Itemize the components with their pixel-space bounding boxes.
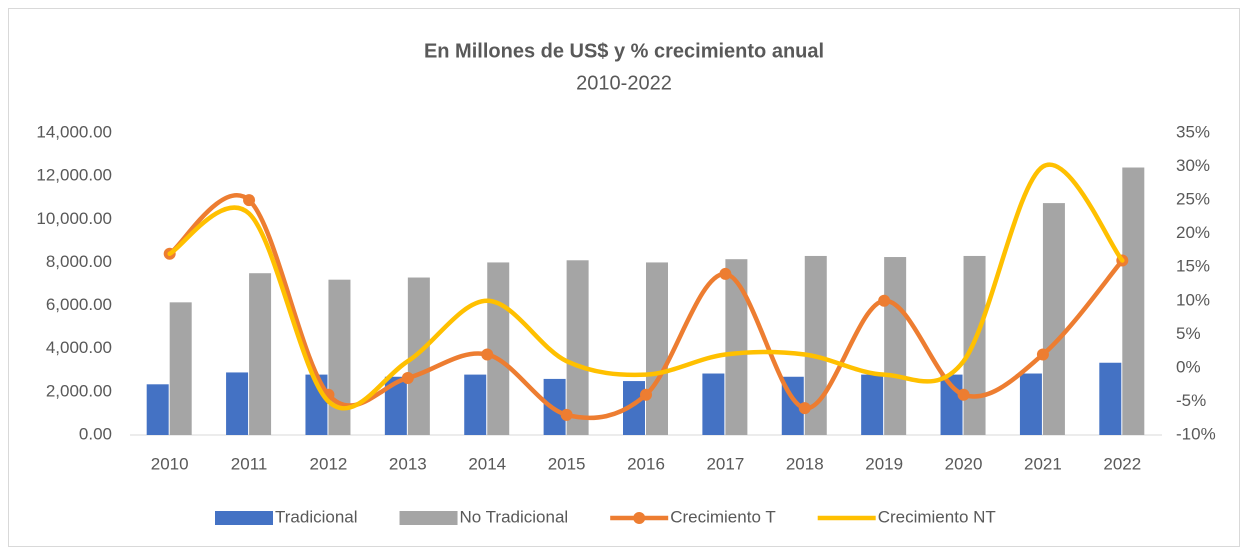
legend-label: No Tradicional bbox=[460, 507, 569, 526]
chart-title: En Millones de US$ y % crecimiento anual bbox=[424, 40, 824, 62]
y2-tick-label: 5% bbox=[1176, 324, 1201, 343]
x-tick-label: 2013 bbox=[389, 454, 427, 473]
x-tick-label: 2010 bbox=[151, 454, 189, 473]
line-marker bbox=[878, 294, 891, 307]
line-marker bbox=[957, 388, 970, 401]
chart-subtitle: 2010-2022 bbox=[576, 72, 672, 94]
line-marker bbox=[481, 348, 494, 361]
line-marker bbox=[560, 408, 573, 421]
y-tick-label: 10,000.00 bbox=[36, 209, 112, 228]
chart-frame bbox=[8, 8, 1240, 547]
y-tick-label: 4,000.00 bbox=[46, 338, 112, 357]
x-tick-label: 2015 bbox=[548, 454, 586, 473]
y2-tick-label: -5% bbox=[1176, 391, 1206, 410]
x-tick-label: 2021 bbox=[1024, 454, 1062, 473]
x-tick-label: 2022 bbox=[1103, 454, 1141, 473]
y-tick-label: 0.00 bbox=[79, 424, 112, 443]
bar bbox=[861, 374, 884, 435]
bar bbox=[646, 262, 668, 435]
y-tick-label: 2,000.00 bbox=[46, 381, 112, 400]
y2-tick-label: 35% bbox=[1176, 122, 1210, 141]
x-tick-label: 2011 bbox=[231, 454, 268, 473]
bar bbox=[226, 372, 249, 435]
line-marker bbox=[1036, 348, 1049, 361]
x-tick-label: 2016 bbox=[627, 454, 665, 473]
line-marker bbox=[243, 194, 256, 207]
legend-swatch bbox=[215, 511, 273, 525]
bar bbox=[249, 273, 272, 435]
y-tick-label: 14,000.00 bbox=[36, 122, 112, 141]
y2-tick-label: 30% bbox=[1176, 156, 1210, 175]
bar bbox=[702, 373, 725, 435]
y2-tick-label: 25% bbox=[1176, 190, 1210, 209]
bar bbox=[464, 374, 487, 435]
legend-label: Crecimiento T bbox=[670, 507, 776, 526]
bar bbox=[884, 257, 907, 435]
bar bbox=[1042, 203, 1065, 435]
y2-tick-label: 15% bbox=[1176, 257, 1210, 276]
x-tick-label: 2014 bbox=[468, 454, 506, 473]
bar bbox=[725, 259, 748, 435]
y-tick-label: 8,000.00 bbox=[46, 252, 112, 271]
bar bbox=[328, 279, 351, 435]
bar bbox=[1099, 362, 1122, 435]
y2-tick-label: 0% bbox=[1176, 357, 1201, 376]
bar bbox=[623, 381, 645, 435]
legend-label: Tradicional bbox=[275, 507, 358, 526]
line-marker bbox=[798, 402, 811, 415]
bar bbox=[407, 277, 430, 435]
legend-marker bbox=[633, 512, 646, 524]
line-marker bbox=[719, 267, 732, 280]
x-tick-label: 2017 bbox=[706, 454, 744, 473]
y-tick-label: 12,000.00 bbox=[36, 166, 112, 185]
bar bbox=[146, 384, 169, 435]
bar bbox=[1122, 167, 1145, 435]
x-tick-label: 2019 bbox=[865, 454, 903, 473]
y2-tick-label: 10% bbox=[1176, 290, 1210, 309]
bar bbox=[169, 302, 192, 435]
bar bbox=[566, 260, 589, 435]
line-marker bbox=[640, 388, 652, 401]
y2-tick-label: 20% bbox=[1176, 223, 1210, 242]
bar bbox=[384, 376, 407, 435]
x-tick-label: 2018 bbox=[786, 454, 824, 473]
legend-swatch bbox=[399, 511, 458, 525]
bar bbox=[1019, 373, 1042, 435]
line bbox=[167, 162, 1125, 411]
y-tick-label: 6,000.00 bbox=[46, 295, 112, 314]
bar bbox=[487, 262, 510, 435]
y2-tick-label: -10% bbox=[1176, 424, 1216, 443]
x-tick-label: 2020 bbox=[945, 454, 983, 473]
x-tick-label: 2012 bbox=[310, 454, 348, 473]
bar bbox=[804, 255, 827, 435]
legend-label: Crecimiento NT bbox=[878, 507, 996, 526]
line-marker bbox=[401, 371, 414, 384]
